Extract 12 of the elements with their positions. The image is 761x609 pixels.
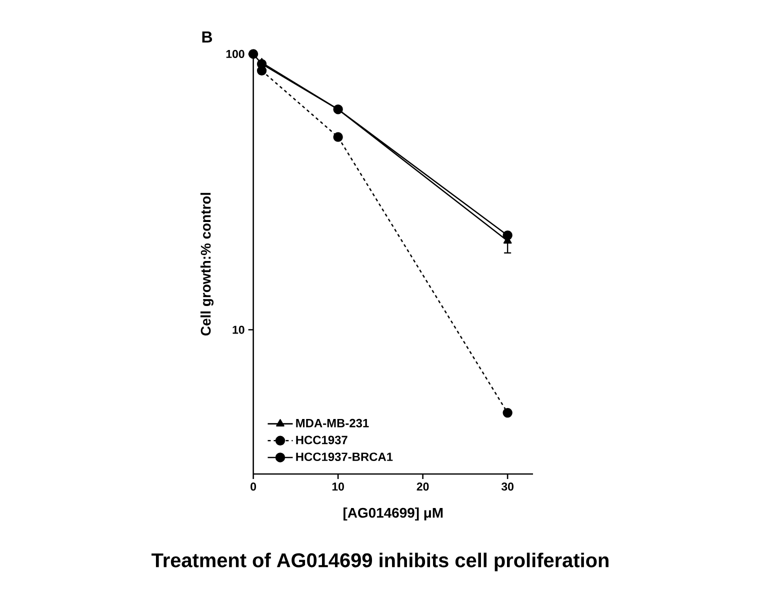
x-tick-label: 0	[250, 482, 256, 491]
x-tick-label: 20	[416, 482, 429, 491]
legend-label: HCC1937	[296, 436, 348, 444]
y-axis-title: Cell growth:% control	[200, 192, 214, 336]
x-tick-label: 30	[501, 482, 514, 491]
x-axis-title: [AG014699] μM	[344, 508, 443, 520]
text: B	[202, 32, 212, 42]
legend-label: HCC1937-BRCA1	[296, 452, 393, 462]
y-tick-label: 100	[226, 50, 244, 58]
x-tick-label: 10	[332, 482, 344, 491]
legend-label: MDA-MB-231	[296, 418, 369, 428]
text: Treatment of AG014699 inhibits cell proliferation	[152, 552, 608, 572]
